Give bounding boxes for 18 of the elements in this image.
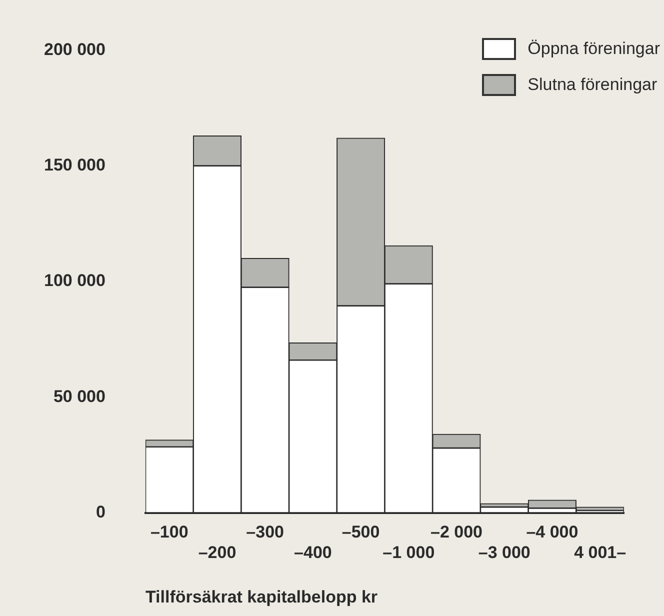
x-tick-label: –500 (342, 522, 380, 542)
x-tick-label: –300 (246, 522, 284, 542)
x-tick-label: –2 000 (430, 522, 483, 542)
y-tick-label: 150 000 (44, 156, 106, 175)
x-tick-label: –100 (150, 522, 188, 542)
y-tick-label: 200 000 (44, 40, 106, 59)
legend-label: Öppna föreningar (528, 39, 660, 60)
x-tick-label: –200 (198, 543, 236, 562)
x-tick-label: 4 001– (574, 543, 626, 562)
y-tick-label: 50 000 (53, 386, 106, 406)
x-tick-label: –1 000 (382, 543, 435, 562)
x-axis-title: Tillförsäkrat kapitalbelopp kr (145, 587, 378, 606)
legend-label: Slutna föreningar (528, 75, 658, 96)
y-tick-label: 100 000 (44, 271, 106, 290)
y-tick-label: 0 (96, 502, 106, 522)
x-tick-label: –4 000 (526, 522, 578, 542)
x-tick-label: –3 000 (478, 543, 530, 562)
x-tick-label: –400 (294, 543, 332, 562)
